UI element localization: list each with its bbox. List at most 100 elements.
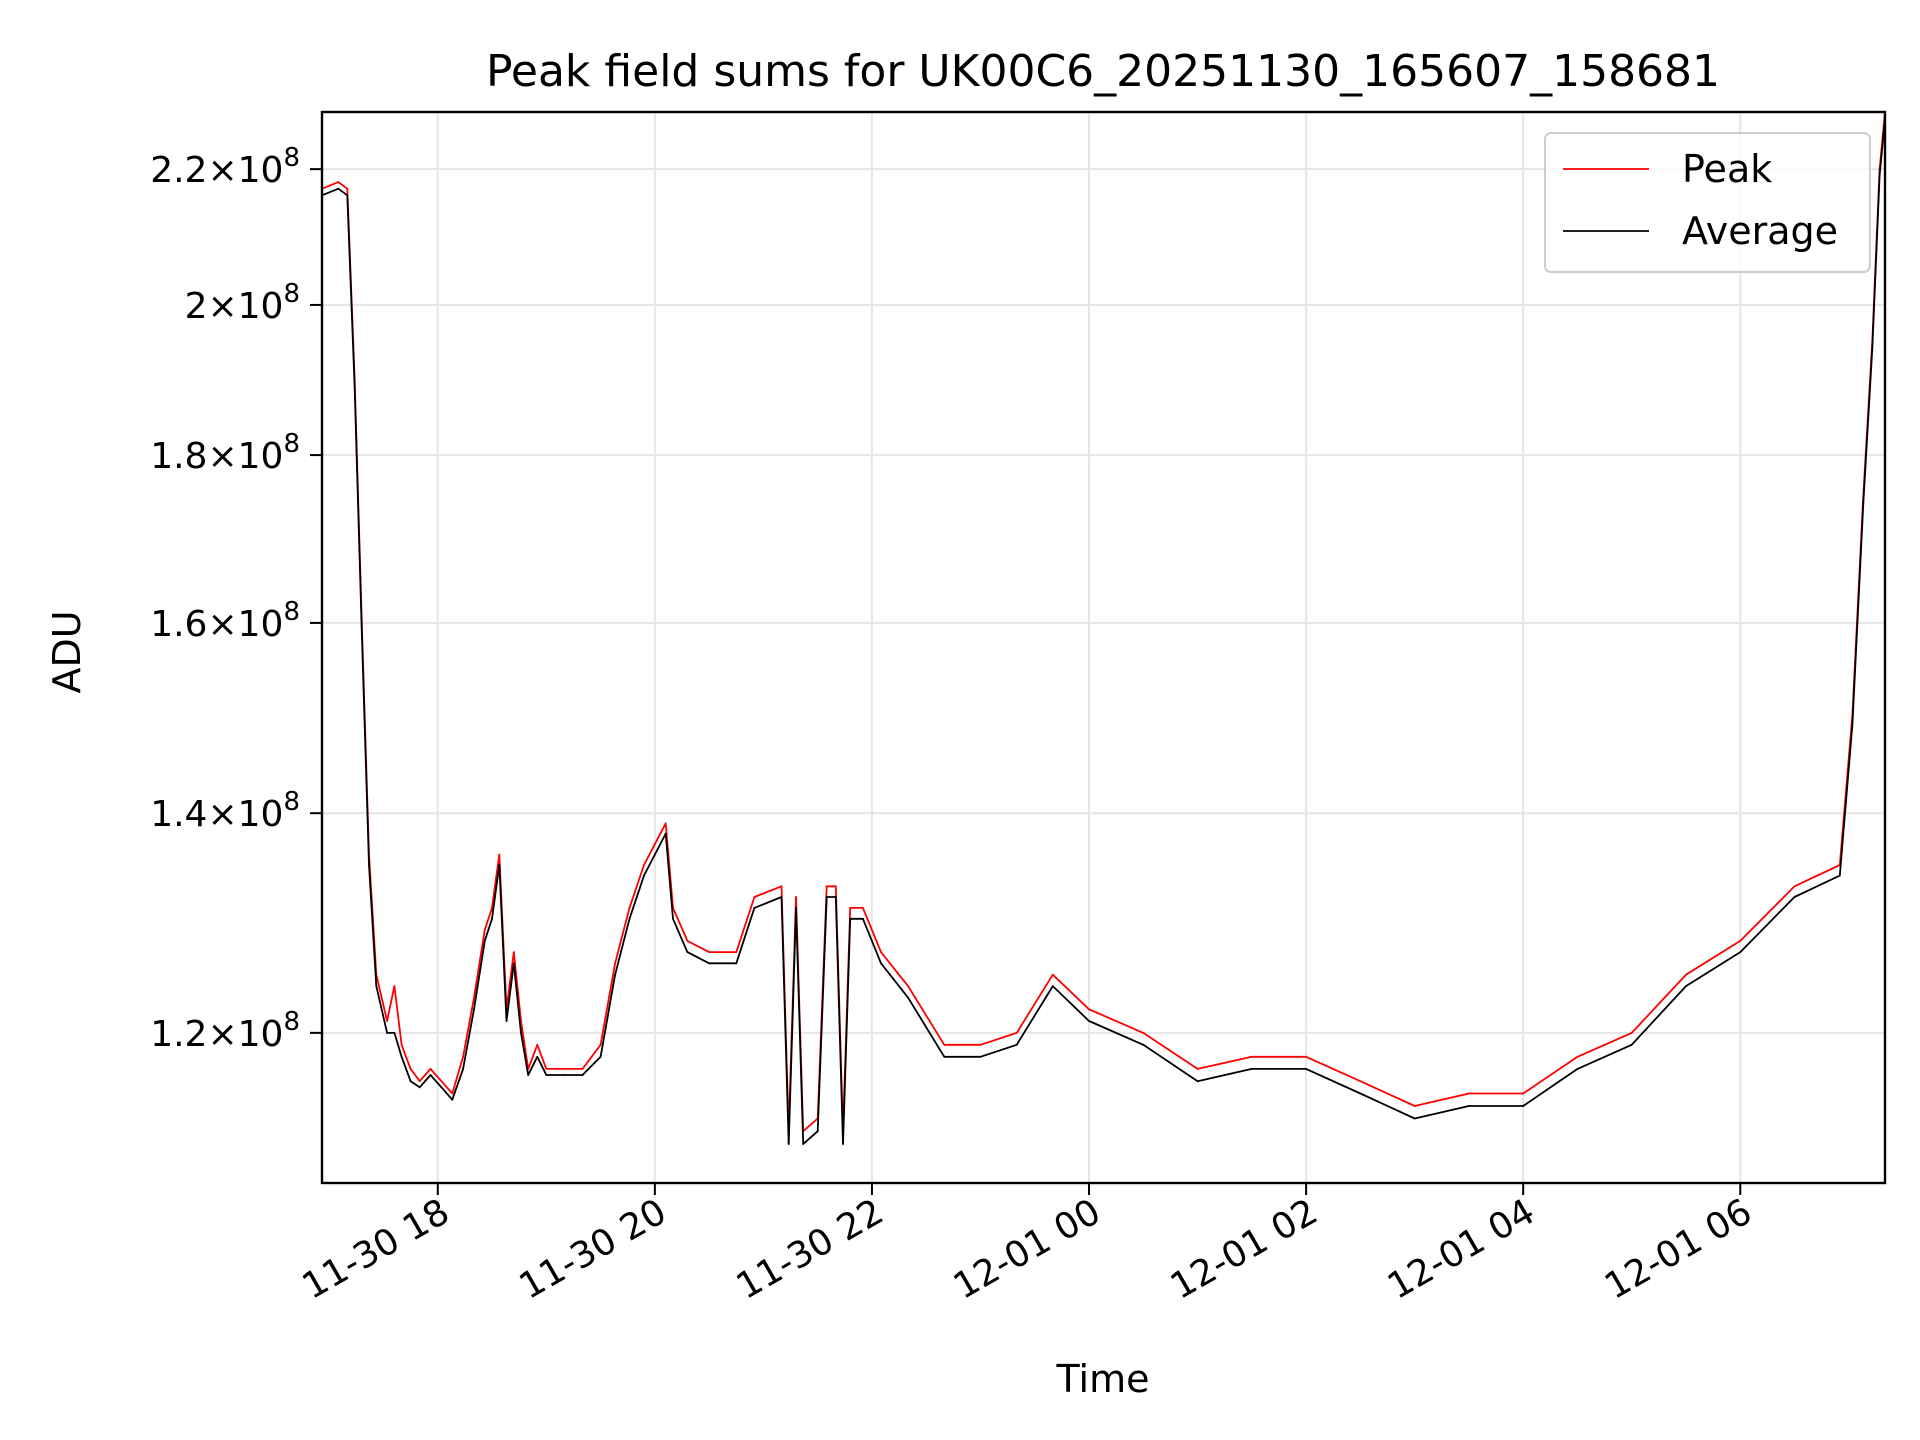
y-tick-exponent: 8 <box>283 143 300 173</box>
series-segment <box>614 917 631 976</box>
series-segment <box>1630 973 1687 1034</box>
y-tick-mantissa: 1.6 <box>150 604 207 645</box>
series-segment <box>614 907 631 965</box>
series-segment <box>628 864 645 909</box>
series-segment <box>907 985 946 1046</box>
series-segment <box>802 1117 819 1133</box>
series-segment <box>581 1043 602 1070</box>
series-segment <box>672 917 689 953</box>
series-segment <box>1088 1008 1145 1034</box>
series-segment <box>440 1080 454 1095</box>
series-segment <box>672 907 689 942</box>
series-segment <box>664 832 674 920</box>
series-segment <box>409 1080 421 1089</box>
y-tick-exponent: 8 <box>283 787 300 817</box>
legend: Peak Average <box>1544 132 1871 273</box>
series-segment <box>842 917 852 1145</box>
series-segment <box>643 843 656 866</box>
series-segment <box>520 1032 530 1076</box>
series-segment <box>735 896 756 953</box>
x-axis-label: Time <box>1056 1357 1150 1401</box>
series-segment <box>880 962 909 999</box>
series-segment <box>429 1074 443 1089</box>
y-tick-exponent: 8 <box>283 279 300 309</box>
series-segment <box>834 896 844 1145</box>
series-segment <box>346 194 356 387</box>
series-segment <box>1851 502 1865 726</box>
series-segment <box>322 181 340 190</box>
series-segment <box>353 384 363 633</box>
series-segment <box>440 1086 454 1101</box>
series-segment <box>368 864 378 987</box>
series-segment <box>505 962 515 1022</box>
series-segment <box>780 896 790 1145</box>
series-segment <box>880 951 909 987</box>
series-segment <box>1793 864 1841 888</box>
series-segment <box>393 985 403 1046</box>
series-segment <box>802 1130 819 1145</box>
series-segment <box>386 985 396 1022</box>
series-segment <box>322 187 340 197</box>
series-group <box>322 112 1885 1145</box>
series-segment <box>483 907 493 931</box>
series-segment <box>337 181 349 190</box>
series-average <box>322 117 1885 1145</box>
y-tick-times: ×10 <box>207 794 283 835</box>
series-segment <box>462 1008 475 1070</box>
series-segment <box>795 907 805 1145</box>
series-segment <box>1522 1068 1579 1107</box>
series-segment <box>581 1055 602 1076</box>
y-tick-mantissa: 1.4 <box>150 794 207 835</box>
series-segment <box>599 973 616 1058</box>
series-segment <box>1838 723 1854 877</box>
plot-area <box>322 112 1885 1145</box>
series-segment <box>360 631 370 866</box>
series-segment <box>979 1043 1018 1058</box>
y-tick-times: ×10 <box>207 150 283 191</box>
y-tick-label: 1.2×108 <box>150 1007 300 1055</box>
legend-box <box>1544 132 1871 273</box>
y-tick-exponent: 8 <box>283 1007 300 1037</box>
series-segment <box>686 951 710 965</box>
series-segment <box>418 1068 432 1083</box>
series-segment <box>979 1032 1018 1046</box>
series-segment <box>862 917 882 965</box>
series-segment <box>1685 940 1742 976</box>
series-segment <box>512 962 522 1034</box>
y-tick-times: ×10 <box>207 1014 283 1055</box>
y-tick-mantissa: 2 <box>185 286 208 327</box>
series-segment <box>1685 951 1742 987</box>
series-segment <box>1739 896 1796 953</box>
series-segment <box>1576 1043 1633 1070</box>
series-segment <box>400 1055 412 1083</box>
y-tick-mantissa: 1.8 <box>150 436 207 477</box>
y-tick-times: ×10 <box>207 436 283 477</box>
series-segment <box>1413 1092 1470 1107</box>
series-segment <box>599 962 616 1046</box>
series-segment <box>527 1043 539 1070</box>
series-segment <box>1576 1032 1633 1058</box>
series-segment <box>473 940 486 1011</box>
grid <box>322 112 1885 1183</box>
series-segment <box>1359 1080 1416 1107</box>
series-segment <box>375 985 389 1034</box>
series-segment <box>505 951 515 1011</box>
series-segment <box>787 907 797 1145</box>
series-segment <box>1413 1105 1470 1120</box>
y-axis-label: ADU <box>45 610 89 693</box>
series-segment <box>654 822 667 845</box>
series-segment <box>1196 1068 1253 1083</box>
y-tick-label: 1.4×108 <box>150 787 300 835</box>
series-segment <box>1088 1020 1145 1046</box>
series-segment <box>536 1043 548 1070</box>
series-segment <box>643 853 656 877</box>
y-tick-exponent: 8 <box>283 597 300 627</box>
series-segment <box>337 187 349 197</box>
series-segment <box>686 940 710 953</box>
series-segment <box>1051 985 1090 1022</box>
series-segment <box>1015 973 1054 1034</box>
series-segment <box>536 1055 548 1076</box>
y-tick-mantissa: 1.2 <box>150 1014 207 1055</box>
